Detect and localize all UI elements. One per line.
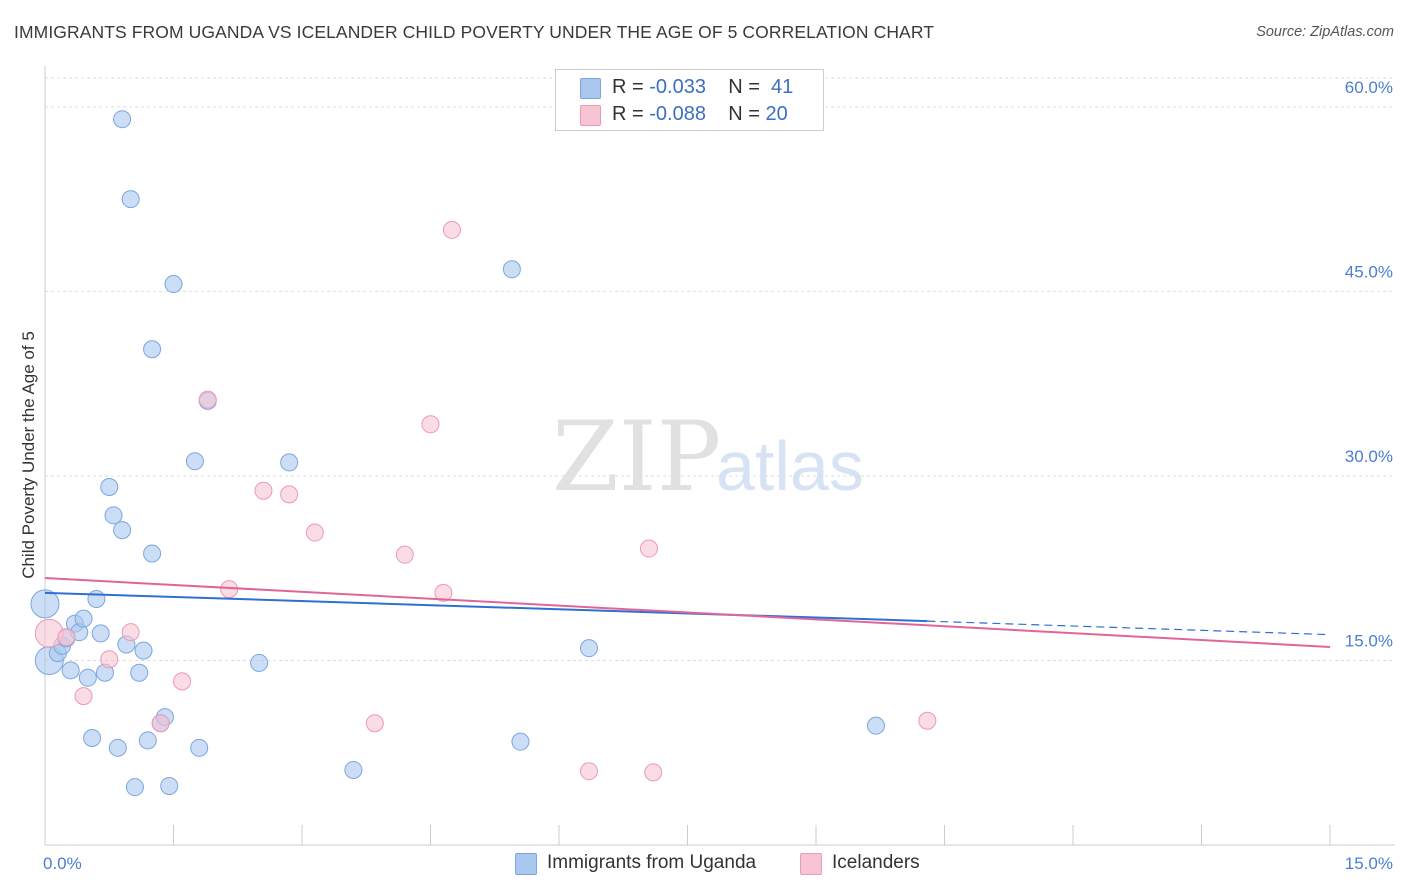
uganda-point (100, 478, 119, 497)
uganda-point (83, 728, 102, 747)
icelander-point (121, 623, 140, 642)
uganda-point (579, 639, 598, 658)
uganda-point (185, 452, 204, 471)
icelander-point (395, 545, 414, 564)
uganda-point (143, 340, 162, 359)
x-tick-label: 0.0% (43, 854, 82, 873)
uganda-point (143, 544, 162, 563)
watermark: ZIP atlas (552, 401, 864, 513)
uganda-point (74, 609, 93, 628)
uganda-point (160, 776, 179, 795)
icelander-point (918, 711, 937, 730)
chart-source: Source: ZipAtlas.com (1256, 24, 1394, 40)
uganda-point (344, 760, 363, 779)
icelander-point (57, 628, 76, 647)
uganda-point (121, 190, 140, 209)
legend-text: R = -0.033 N = 41 (612, 76, 793, 99)
data-points (30, 110, 937, 797)
icelander-point (644, 763, 663, 782)
uganda-point (91, 624, 110, 643)
icelander-point (100, 650, 119, 669)
uganda-point (61, 661, 80, 680)
watermark-atlas: atlas (716, 427, 864, 505)
uganda-point (87, 589, 106, 608)
n-value: 20 (765, 103, 788, 125)
gridlines (45, 77, 1395, 661)
uganda-point (164, 275, 183, 294)
r-value: -0.033 (649, 76, 706, 98)
y-tick-label: 45.0% (1345, 262, 1393, 281)
r-label: R = (612, 103, 644, 125)
bottom-legend-label: Immigrants from Uganda (547, 852, 757, 873)
icelander-point (198, 390, 217, 409)
axes (44, 66, 1395, 846)
n-label: N = (728, 76, 760, 98)
y-tick-label: 15.0% (1345, 631, 1393, 650)
icelander-trend-line (44, 577, 1331, 648)
r-label: R = (612, 76, 644, 98)
icelander-point (434, 583, 453, 602)
y-tick-label: 60.0% (1345, 78, 1393, 97)
uganda-point (134, 641, 153, 660)
uganda-point (138, 731, 157, 750)
uganda-point (130, 663, 149, 682)
n-label: N = (728, 103, 760, 125)
icelander-point (579, 762, 598, 781)
tick-labels: 15.0% 30.0% 45.0% 60.0% 0.0% 15.0% (43, 78, 1393, 873)
bottom-legend-swatch-blue (515, 853, 537, 875)
legend-text: R = -0.088 N = 20 (612, 103, 788, 126)
uganda-point (108, 738, 127, 757)
uganda-point (113, 110, 132, 129)
uganda-point (104, 506, 123, 525)
y-axis-label: Child Poverty Under the Age of 5 (19, 331, 38, 579)
uganda-point (78, 668, 97, 687)
icelander-point (280, 485, 299, 504)
r-value: -0.088 (649, 103, 706, 125)
bottom-legend-swatch-pink (800, 853, 822, 875)
uganda-point (280, 453, 299, 472)
bottom-legend-label: Icelanders (832, 852, 920, 873)
legend-swatch-blue (580, 78, 601, 99)
icelander-point (74, 687, 93, 706)
legend-swatch-pink (580, 105, 601, 126)
uganda-point (502, 260, 521, 279)
icelander-point (421, 415, 440, 434)
trend-lines (44, 577, 1331, 648)
uganda-point (866, 716, 885, 735)
y-tick-label: 30.0% (1345, 447, 1393, 466)
x-tick-label: 15.0% (1345, 854, 1393, 873)
uganda-point (30, 589, 60, 619)
watermark-zip: ZIP (552, 401, 721, 513)
uganda-point (250, 653, 269, 672)
n-value: 41 (771, 76, 794, 98)
icelander-point (639, 539, 658, 558)
uganda-trend-line (44, 591, 928, 623)
uganda-point (511, 732, 530, 751)
uganda-point (190, 738, 209, 757)
uganda-trend-extension (927, 620, 1331, 636)
icelander-point (254, 481, 273, 500)
correlation-legend: R = -0.033 N = 41 R = -0.088 N = 20 (555, 69, 824, 131)
uganda-point (113, 521, 132, 540)
uganda-point (125, 778, 144, 797)
icelander-point (365, 714, 384, 733)
chart-title: IMMIGRANTS FROM UGANDA VS ICELANDER CHIL… (14, 22, 935, 42)
icelander-point (442, 220, 461, 239)
icelander-point (151, 714, 170, 733)
icelander-point (173, 672, 192, 691)
icelander-point (305, 523, 324, 542)
